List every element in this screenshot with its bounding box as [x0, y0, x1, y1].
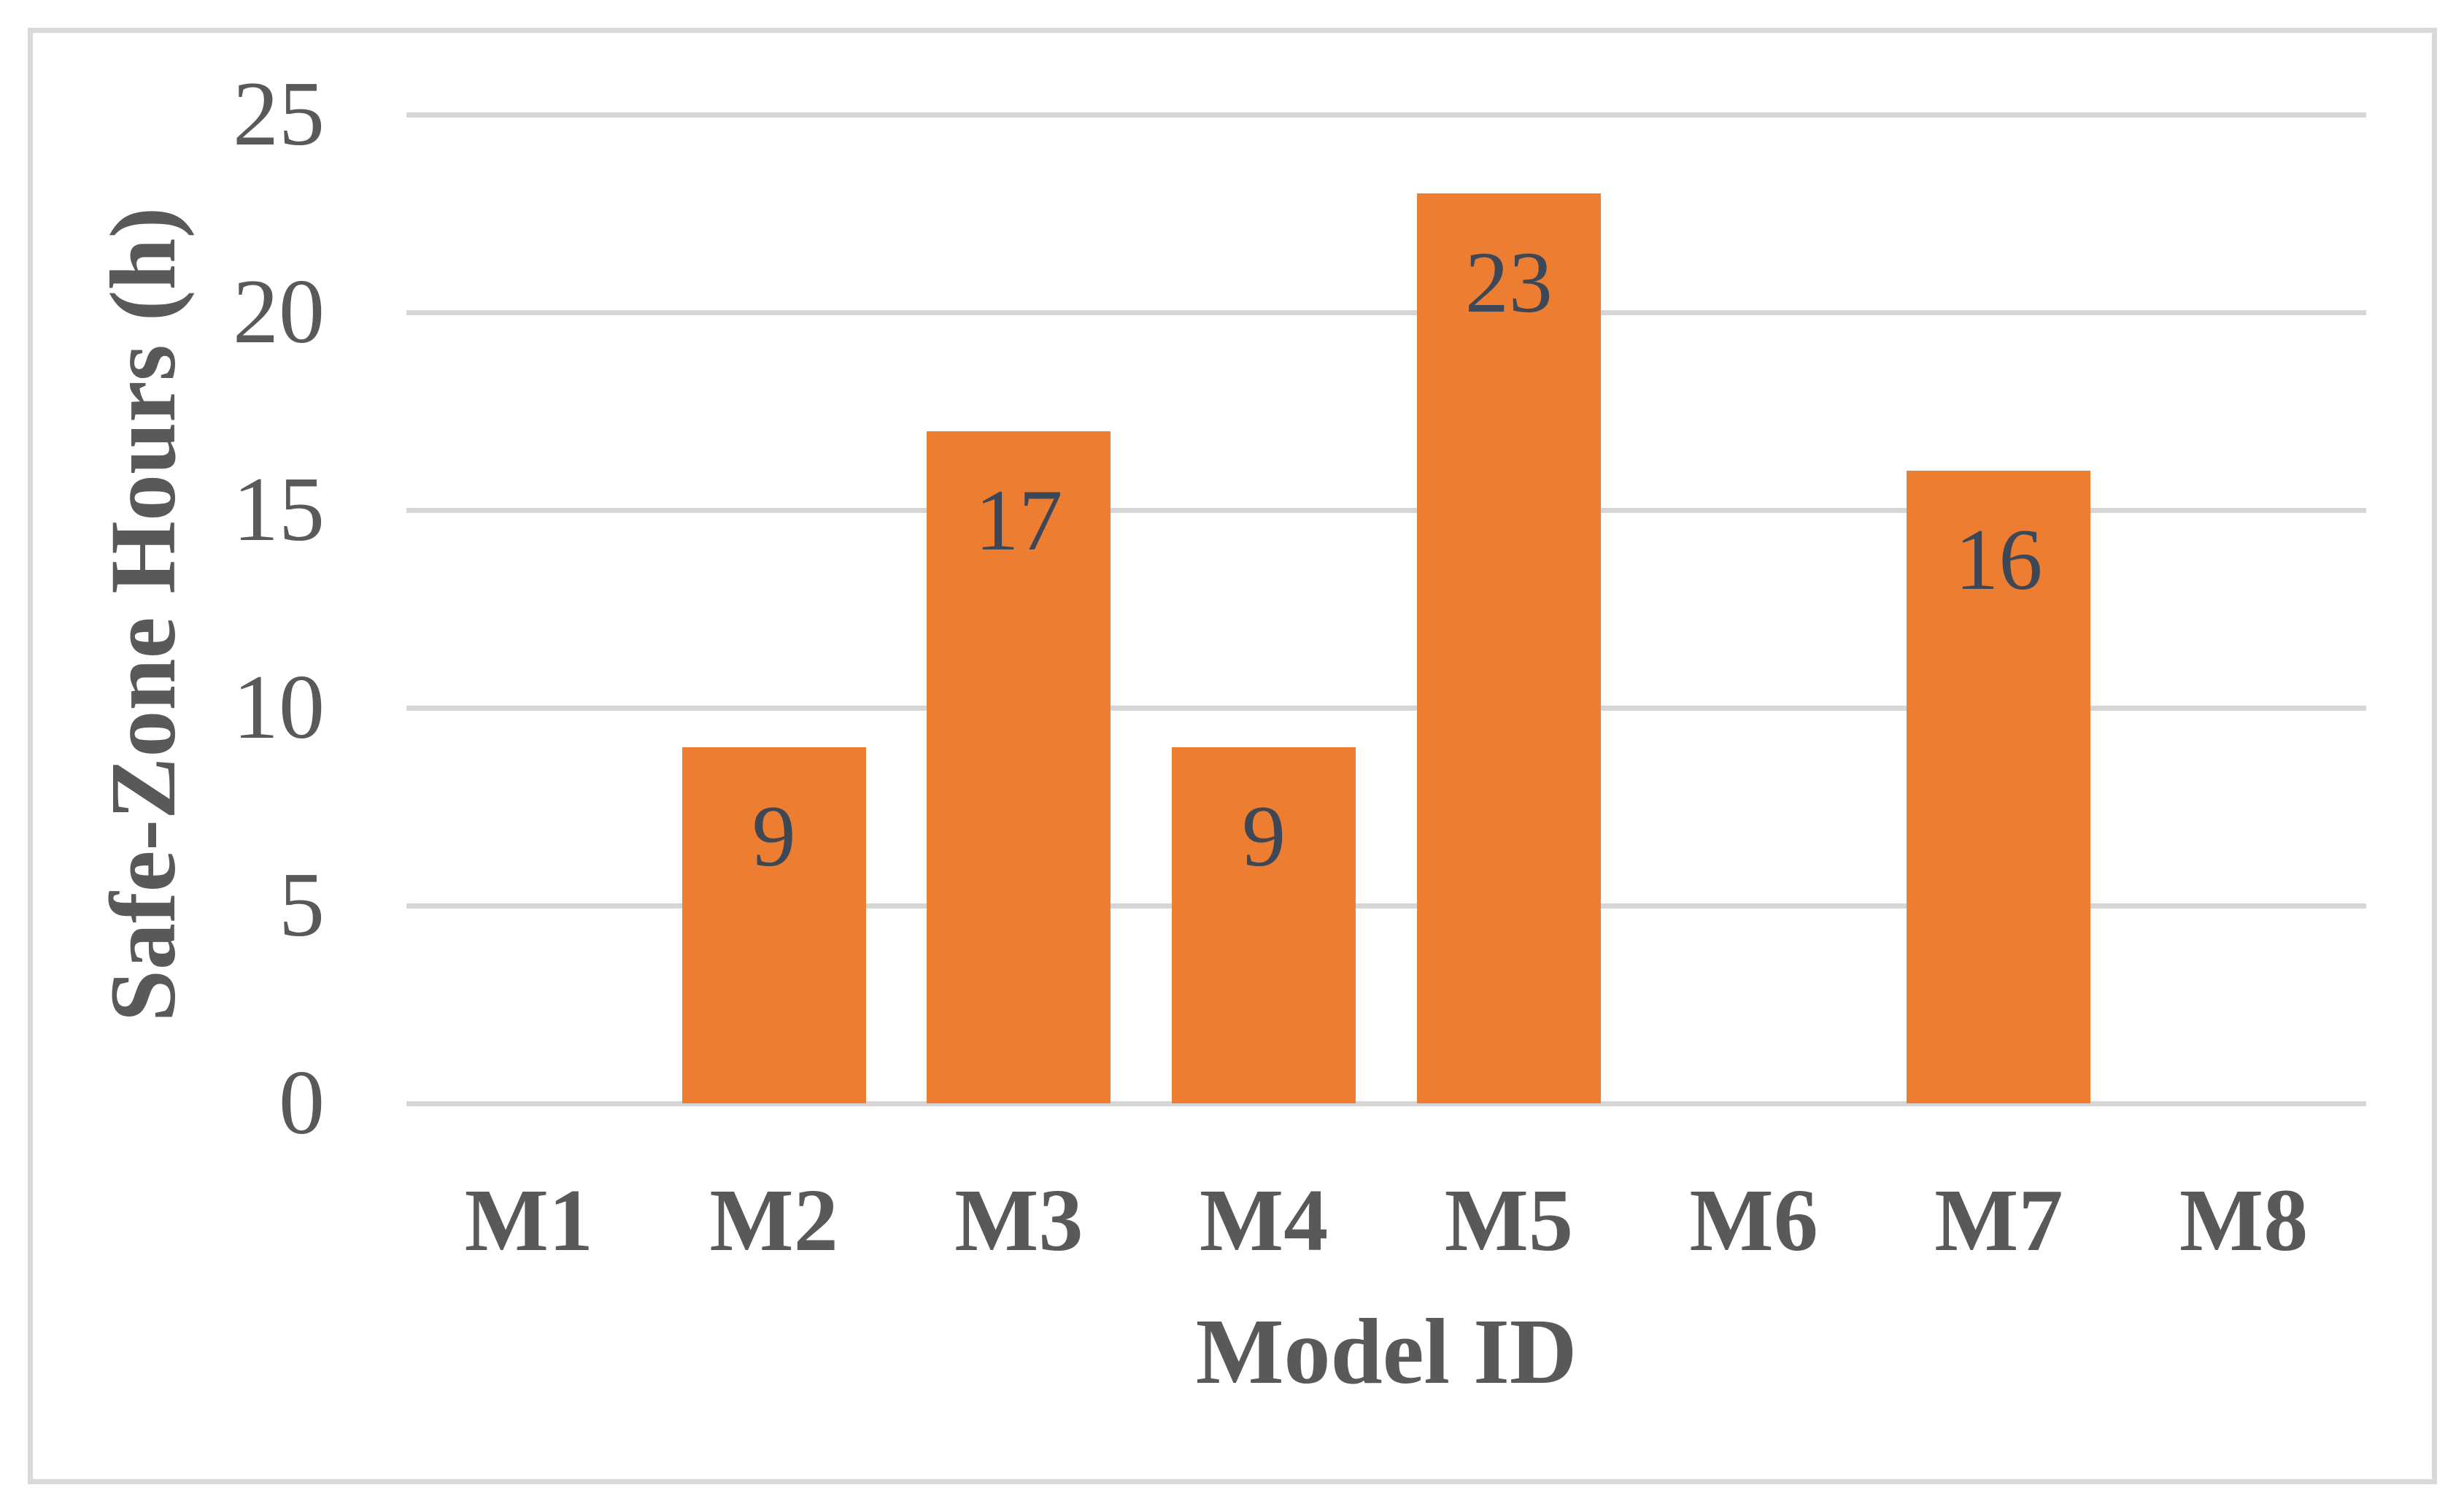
gridline-y-25 [406, 112, 2366, 117]
bar-M7 [1907, 470, 2091, 1103]
category-label-M8: M8 [2179, 1171, 2309, 1270]
category-label-M3: M3 [954, 1171, 1084, 1270]
bar-M4 [1172, 747, 1356, 1103]
category-label-M7: M7 [1934, 1171, 2063, 1270]
gridline-y-10 [406, 706, 2366, 711]
y-tick-label-0: 0 [279, 1052, 325, 1154]
bar-M5 [1416, 193, 1601, 1103]
bar-data-label-M2: 9 [752, 787, 796, 885]
category-label-M6: M6 [1689, 1171, 1818, 1270]
bar-data-label-M4: 9 [1242, 787, 1286, 885]
gridline-y-15 [406, 508, 2366, 513]
category-label-M1: M1 [464, 1171, 593, 1270]
gridline-y-0 [406, 1101, 2366, 1106]
y-tick-label-5: 5 [279, 855, 325, 956]
y-tick-label-25: 25 [233, 63, 325, 165]
x-axis-title: Model ID [1195, 1300, 1577, 1403]
y-tick-label-15: 15 [233, 459, 325, 560]
category-label-M5: M5 [1444, 1171, 1573, 1270]
category-label-M2: M2 [709, 1171, 838, 1270]
y-tick-label-10: 10 [233, 657, 325, 758]
bar-M3 [927, 431, 1111, 1103]
y-axis-title: Safe-Zone Hours (h) [91, 207, 195, 1022]
bar-data-label-M5: 23 [1464, 234, 1553, 331]
bar-data-label-M7: 16 [1955, 510, 2043, 608]
gridline-y-20 [406, 310, 2366, 315]
bar-M2 [681, 747, 866, 1103]
gridline-y-5 [406, 903, 2366, 909]
y-tick-label-20: 20 [233, 261, 325, 363]
category-label-M4: M4 [1200, 1171, 1329, 1270]
bar-data-label-M3: 17 [975, 471, 1063, 568]
